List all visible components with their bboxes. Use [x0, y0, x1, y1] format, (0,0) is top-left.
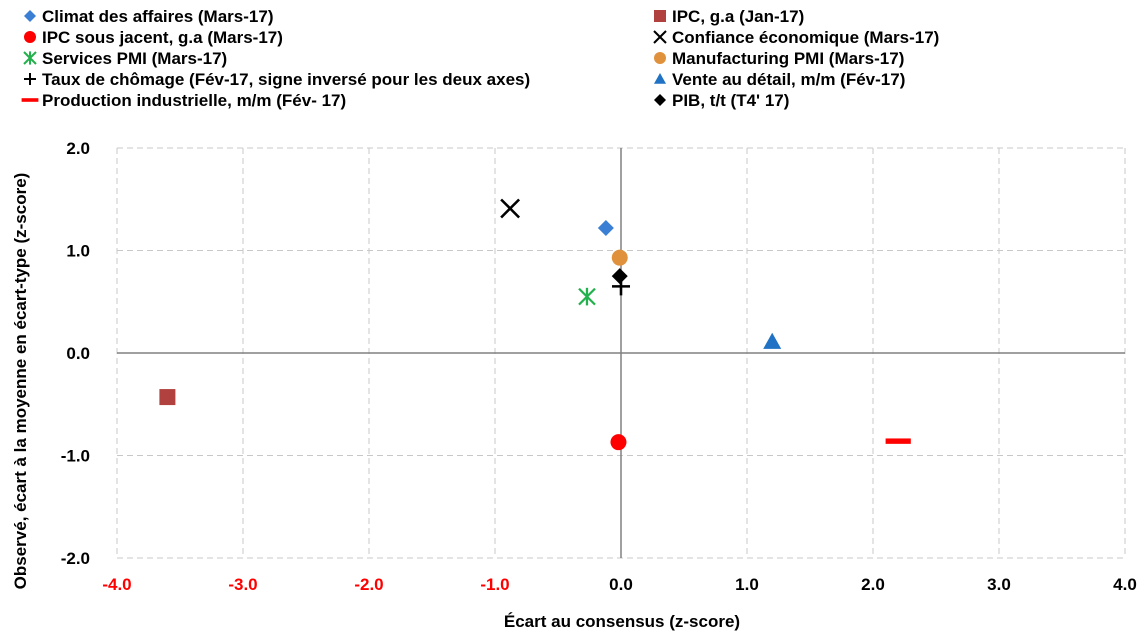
data-point-10 [611, 268, 628, 285]
legend-label-6: Manufacturing PMI (Mars-17) [672, 49, 904, 68]
x-tick-label: 0.0 [609, 575, 633, 594]
y-tick-label: -2.0 [61, 549, 90, 568]
x-axis-title: Écart au consensus (z-score) [504, 612, 740, 631]
legend-label-3: IPC sous jacent, g.a (Mars-17) [42, 28, 283, 47]
legend-marker-10 [654, 94, 666, 106]
legend-marker-4 [653, 30, 667, 44]
data-point-2 [159, 389, 176, 406]
y-tick-label: 1.0 [66, 242, 90, 261]
legend-label-5: Services PMI (Mars-17) [42, 49, 227, 68]
legend-marker-3 [24, 31, 36, 43]
x-tick-label: 3.0 [987, 575, 1011, 594]
legend-marker-9 [21, 98, 39, 102]
legend-marker-8 [654, 73, 666, 84]
legend-marker-6 [654, 52, 666, 64]
legend-label-7: Taux de chômage (Fév-17, signe inversé p… [42, 70, 530, 89]
y-tick-labels: 2.0 1.0 0.0 -1.0 -2.0 [61, 139, 90, 568]
x-tick-label: -1.0 [480, 575, 509, 594]
data-point-1 [597, 219, 614, 236]
x-tick-label: -2.0 [354, 575, 383, 594]
data-point-4 [500, 198, 521, 219]
legend-marker-5 [23, 51, 37, 65]
y-tick-label: 2.0 [66, 139, 90, 158]
x-tick-labels: -4.0 -3.0 -2.0 -1.0 0.0 1.0 2.0 3.0 4.0 [102, 575, 1136, 594]
y-tick-label: -1.0 [61, 447, 90, 466]
data-point-3 [610, 434, 627, 451]
axes [117, 148, 1125, 558]
legend-label-4: Confiance économique (Mars-17) [672, 28, 939, 47]
data-point-8 [763, 332, 782, 349]
x-tick-label: 4.0 [1113, 575, 1137, 594]
x-tick-label: -4.0 [102, 575, 131, 594]
legend: Climat des affaires (Mars-17) IPC, g.a (J… [21, 7, 939, 110]
x-tick-label: 2.0 [861, 575, 885, 594]
legend-marker-2 [654, 10, 666, 22]
x-tick-label: 1.0 [735, 575, 759, 594]
y-tick-label: 0.0 [66, 344, 90, 363]
legend-label-9: Production industrielle, m/m (Fév- 17) [42, 91, 346, 110]
legend-label-8: Vente au détail, m/m (Fév-17) [672, 70, 905, 89]
legend-label-1: Climat des affaires (Mars-17) [42, 7, 273, 26]
data-point-5 [578, 287, 596, 306]
y-axis-title: Observé, écart à la moyenne en écart-typ… [11, 173, 30, 590]
legend-marker-1 [24, 10, 36, 22]
legend-label-10: PIB, t/t (T4' 17) [672, 91, 789, 110]
x-tick-label: -3.0 [228, 575, 257, 594]
data-point-9 [885, 438, 911, 444]
data-point-6 [611, 249, 628, 266]
legend-marker-7 [24, 73, 36, 85]
data-points [159, 198, 911, 451]
legend-label-2: IPC, g.a (Jan-17) [672, 7, 804, 26]
